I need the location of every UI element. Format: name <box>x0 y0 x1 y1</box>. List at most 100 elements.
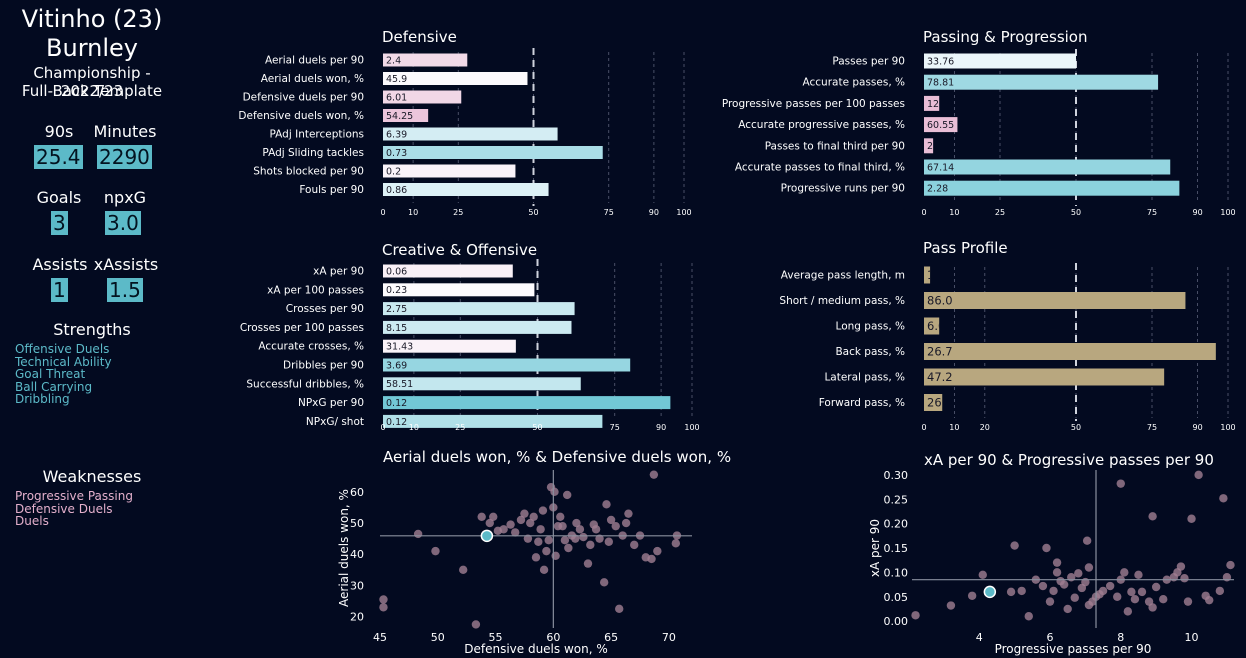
scatter-point <box>1063 604 1072 614</box>
scatter-point <box>1137 587 1147 597</box>
bar-value-label: 47.2 <box>927 370 953 384</box>
bar-value-label: 60.55 <box>927 120 954 131</box>
scatter-point <box>1006 587 1016 597</box>
category-label: Crosses per 90 <box>286 303 364 315</box>
category-label: Accurate crosses, % <box>258 341 364 353</box>
category-label: Passes per 90 <box>832 56 905 68</box>
template-label: Full-Back Template <box>21 82 163 100</box>
x-tick-label: 50 <box>1071 423 1081 432</box>
y-tick-label: 50 <box>350 517 364 530</box>
scatter-point <box>551 551 560 560</box>
bar-value-label: 6.39 <box>386 129 407 140</box>
bar <box>383 320 572 334</box>
scatter-point <box>529 512 538 521</box>
x-axis-label: Progressive passes per 90 <box>995 642 1152 656</box>
scatter-point <box>1215 586 1225 596</box>
bar <box>924 53 1076 69</box>
chart-title: Pass Profile <box>923 239 1008 257</box>
category-label: xA per 100 passes <box>267 284 364 296</box>
bar <box>924 368 1165 386</box>
scatter-point <box>583 559 593 568</box>
x-axis-label: Defensive duels won, % <box>464 642 608 656</box>
bar-value-label: 0.23 <box>386 285 407 296</box>
y-tick-label: 0.00 <box>884 615 909 628</box>
scatter-point <box>1134 570 1143 580</box>
chart-title: xA per 90 & Progressive passes per 90 <box>924 451 1214 469</box>
x-tick-label: 25 <box>455 423 465 432</box>
scatter-point <box>1024 612 1033 621</box>
stat-label-90s: 90s <box>44 122 74 141</box>
strength-item: Goal Threat <box>15 367 86 382</box>
weakness-item: Progressive Passing <box>15 489 133 503</box>
bar-value-label: 2.75 <box>386 304 407 315</box>
scatter-point <box>477 512 486 521</box>
scatter-point <box>946 601 956 610</box>
bar <box>383 339 516 353</box>
scatter-point <box>1148 603 1157 612</box>
strength-item: Ball Carrying <box>15 379 93 394</box>
bar <box>383 109 429 122</box>
bar-value-label: 0.2 <box>386 166 401 177</box>
x-tick-label: 50 <box>431 631 445 644</box>
scatter-point <box>556 512 565 521</box>
bar-value-label: 2.28 <box>927 184 948 195</box>
scatter-point <box>591 525 601 534</box>
scatter-point <box>523 534 533 543</box>
x-tick-label: 0 <box>380 423 385 432</box>
scatter-point <box>575 525 585 534</box>
y-tick-label: 0.30 <box>884 469 909 482</box>
scatter-point <box>671 539 681 548</box>
x-tick-label: 10 <box>949 208 959 217</box>
bar <box>924 266 931 284</box>
scatter-point <box>544 536 553 545</box>
scatter-point <box>1205 595 1214 605</box>
y-tick-label: 0.25 <box>884 493 909 506</box>
scatter-point <box>536 525 545 534</box>
x-tick-label: 100 <box>1220 423 1235 432</box>
scatter-point <box>1052 558 1062 567</box>
scatter-point <box>550 487 559 497</box>
category-label: Progressive runs per 90 <box>781 183 905 195</box>
scatter-point <box>1130 594 1140 604</box>
y-tick-label: 0.20 <box>884 518 909 531</box>
xa-progressive-passes-scatter: xA per 90 & Progressive passes per 90 4 6 8… <box>868 451 1235 656</box>
bar <box>924 343 1216 360</box>
bar <box>924 159 1171 175</box>
category-label: Long pass, % <box>836 321 905 333</box>
y-axis-label: Aerial duels won, % <box>337 489 351 607</box>
stat-label-npxg: npxG <box>103 188 147 207</box>
bar <box>383 53 468 67</box>
category-label: Accurate passes to final third, % <box>735 162 905 174</box>
scatter-point <box>516 515 526 525</box>
scatter-point <box>506 520 515 529</box>
scatter-point <box>647 554 656 564</box>
bar <box>924 317 940 335</box>
y-axis-label: xA per 90 <box>868 519 882 577</box>
highlighted-player-point <box>480 529 494 543</box>
bar <box>924 394 943 411</box>
bar-value-label: 3.69 <box>386 360 407 371</box>
creative-offensive-bar-chart: Creative & Offensive xA per 90 0.06 xA per … <box>240 241 700 432</box>
bar-value-label: 86.0 <box>927 294 953 308</box>
x-tick-label: 4 <box>976 631 983 644</box>
scatter-point <box>978 570 987 580</box>
category-label: Accurate passes, % <box>803 77 906 89</box>
scatter-point <box>1159 594 1168 604</box>
bar <box>383 302 575 316</box>
scatter-point <box>560 536 570 545</box>
bar-value-label: 45.9 <box>386 74 407 85</box>
x-tick-label: 20 <box>980 423 990 432</box>
bar-value-label: 2.4 <box>386 55 401 66</box>
x-tick-label: 55 <box>489 631 503 644</box>
category-label: Aerial duels per 90 <box>265 55 364 67</box>
bar-value-label: 58.51 <box>386 379 413 390</box>
scatter-point <box>1070 593 1079 602</box>
category-label: Fouls per 90 <box>299 184 364 196</box>
category-label: Defensive duels won, % <box>238 110 364 122</box>
scatter-point <box>606 515 616 525</box>
x-tick-label: 70 <box>662 631 676 644</box>
passing-progression-bar-chart: Passing & Progression Passes per 90 33.76 A… <box>722 28 1236 217</box>
x-tick-label: 75 <box>1147 423 1157 432</box>
scatter-point <box>1187 514 1196 523</box>
scatter-point <box>1017 586 1026 596</box>
